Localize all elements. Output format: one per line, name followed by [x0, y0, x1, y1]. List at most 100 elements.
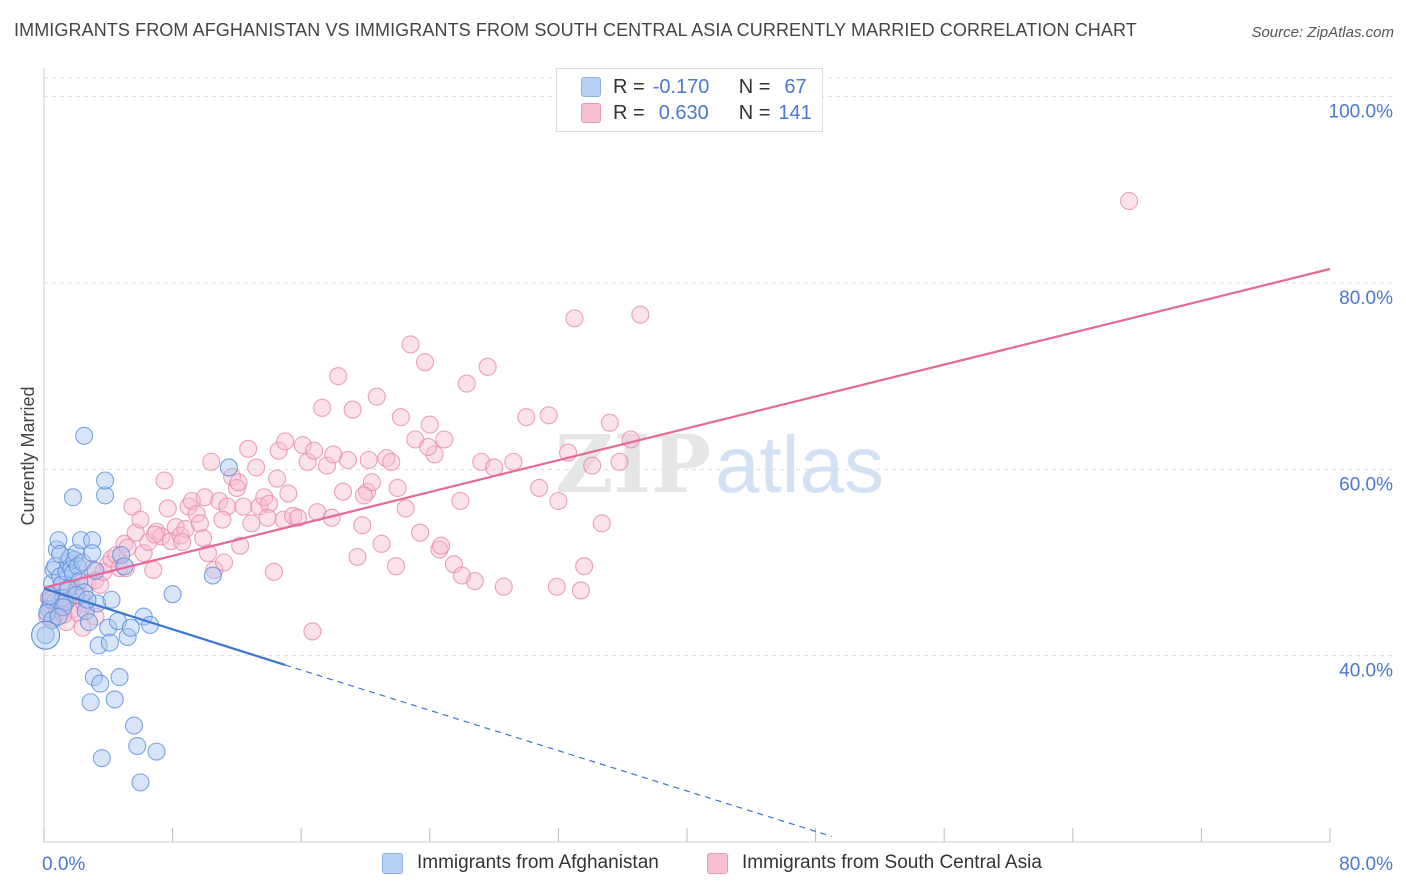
legend-label-south-central-asia: Immigrants from South Central Asia: [742, 852, 1042, 873]
data-point: [303, 622, 322, 641]
data-point: [367, 387, 386, 406]
y-tick-label: 40.0%: [1339, 661, 1393, 682]
data-point: [49, 531, 68, 550]
data-point: [229, 473, 248, 492]
data-point: [539, 406, 558, 425]
data-point: [268, 469, 287, 488]
data-point: [317, 456, 336, 475]
data-point: [75, 426, 94, 445]
data-point: [96, 486, 115, 505]
data-point: [194, 529, 213, 548]
x-tick-label: 0.0%: [42, 854, 85, 875]
legend-r-label: R =: [613, 101, 645, 124]
axis-labels: 40.0% 60.0% 80.0% 100.0% 0.0% 80.0%: [42, 102, 1393, 875]
trend-line-south-central-asia: [43, 267, 1331, 589]
data-point: [123, 497, 142, 516]
legend-swatch-pink: [581, 103, 601, 123]
source-label: Source: ZipAtlas.com: [1251, 24, 1394, 41]
data-point: [343, 400, 362, 419]
data-point: [203, 566, 222, 585]
data-point: [329, 367, 348, 386]
data-point: [354, 486, 373, 505]
data-point: [411, 523, 430, 542]
data-point: [401, 335, 420, 354]
data-point: [592, 514, 611, 533]
data-point: [324, 445, 343, 464]
data-point: [131, 510, 150, 529]
data-point: [362, 473, 381, 492]
data-point: [144, 560, 163, 579]
data-point: [173, 532, 192, 552]
data-point: [313, 398, 332, 417]
data-point: [121, 618, 140, 637]
data-point: [92, 749, 111, 768]
data-point: [1120, 191, 1139, 211]
data-point: [457, 374, 476, 393]
data-point: [118, 538, 137, 557]
data-point: [99, 618, 118, 637]
data-point: [145, 525, 164, 544]
series-legend: Immigrants from Afghanistan Immigrants f…: [0, 850, 1406, 880]
data-point: [419, 437, 438, 457]
data-point: [276, 432, 295, 451]
data-point: [494, 577, 513, 596]
axes: [43, 68, 1331, 843]
data-point: [147, 742, 166, 761]
data-point: [478, 357, 497, 376]
y-axis-label: Currently Married: [18, 386, 38, 525]
data-point: [51, 545, 70, 564]
legend-r-afghanistan: -0.170: [652, 75, 710, 98]
data-point: [63, 488, 82, 507]
data-point: [155, 471, 174, 490]
data-point: [396, 499, 415, 518]
trend-line-afghanistan: [43, 587, 286, 667]
data-point: [485, 458, 504, 477]
data-point: [549, 491, 568, 511]
data-point: [91, 674, 110, 693]
data-point: [259, 494, 279, 513]
data-point: [89, 636, 108, 655]
data-point: [54, 598, 73, 617]
data-point: [452, 566, 472, 585]
data-point: [435, 430, 454, 449]
data-point: [288, 508, 308, 527]
legend-item-south-central-asia[interactable]: Immigrants from South Central Asia: [707, 852, 1042, 874]
legend-row-afghanistan: R = -0.170 N = 67: [581, 75, 807, 99]
legend-r-south-central-asia: 0.630: [658, 101, 709, 124]
data-point: [388, 478, 407, 498]
legend-swatch-pink: [707, 852, 728, 874]
legend-item-afghanistan[interactable]: Immigrants from Afghanistan: [382, 852, 659, 874]
data-point: [298, 452, 317, 471]
data-point: [158, 499, 177, 518]
watermark-atlas: atlas: [715, 420, 884, 509]
data-point: [112, 545, 131, 565]
correlation-legend: R = -0.170 N = 67 R = 0.630 N = 141: [556, 68, 823, 132]
data-point: [451, 491, 470, 511]
data-point: [83, 531, 102, 550]
data-point: [134, 544, 153, 563]
data-point: [382, 452, 401, 471]
data-point: [100, 633, 119, 652]
data-point: [239, 439, 258, 458]
data-point: [152, 527, 171, 546]
data-point: [415, 353, 435, 372]
data-point: [269, 441, 288, 460]
data-point-large: [31, 620, 61, 650]
legend-swatch-blue: [581, 77, 601, 97]
y-tick-label: 60.0%: [1339, 474, 1393, 495]
data-point: [610, 452, 629, 471]
data-point: [195, 488, 214, 507]
y-tick-label: 100.0%: [1329, 102, 1394, 123]
data-point: [219, 458, 238, 477]
chart-title: IMMIGRANTS FROM AFGHANISTAN VS IMMIGRANT…: [14, 20, 1137, 40]
data-point: [621, 430, 640, 449]
data-point: [425, 445, 444, 464]
data-point: [575, 557, 594, 576]
legend-n-label: N =: [738, 101, 771, 124]
data-point: [386, 557, 406, 576]
data-point: [96, 471, 115, 490]
legend-label-afghanistan: Immigrants from Afghanistan: [417, 852, 659, 873]
data-point: [293, 436, 312, 455]
data-point: [84, 668, 103, 687]
data-point: [202, 452, 221, 471]
